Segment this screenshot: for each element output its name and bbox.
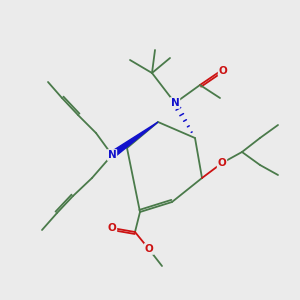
Polygon shape	[110, 122, 158, 158]
Text: O: O	[145, 244, 153, 254]
Text: N: N	[108, 150, 116, 160]
Text: O: O	[219, 66, 227, 76]
Text: N: N	[171, 98, 179, 108]
Text: O: O	[218, 158, 226, 168]
Text: O: O	[108, 223, 116, 233]
